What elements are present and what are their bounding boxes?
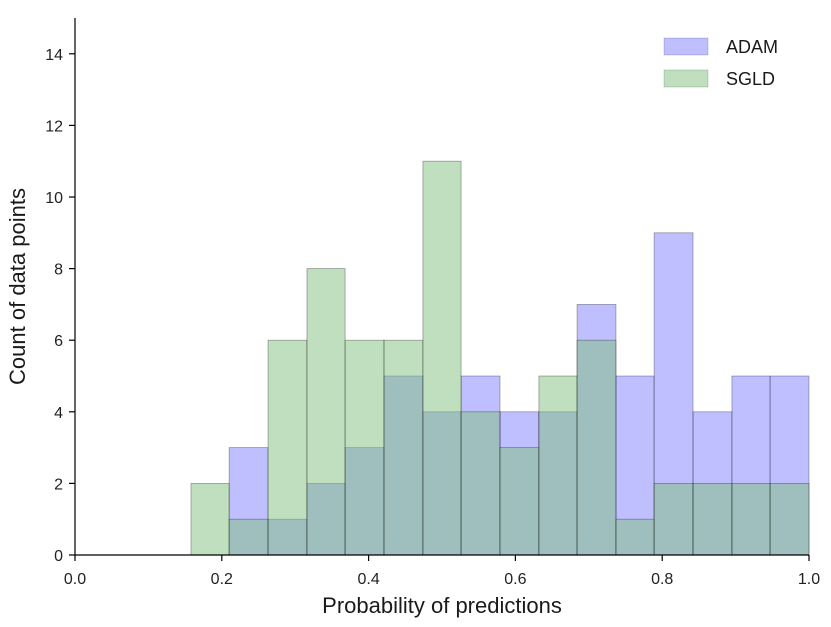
y-tick-label: 8 bbox=[54, 262, 63, 279]
bar-sgld bbox=[383, 339, 424, 556]
bar-sgld bbox=[769, 482, 810, 556]
y-tick-label: 14 bbox=[45, 47, 63, 64]
bar-sgld bbox=[653, 482, 694, 556]
y-axis-label: Count of data points bbox=[5, 188, 30, 385]
bar-sgld bbox=[267, 339, 308, 556]
y-tick-label: 2 bbox=[54, 476, 63, 493]
legend-swatch-adam bbox=[663, 37, 709, 56]
x-axis-label: Probability of predictions bbox=[322, 593, 562, 618]
y-tick-label: 6 bbox=[54, 333, 63, 350]
legend-label-adam: ADAM bbox=[726, 37, 778, 57]
bar-sgld bbox=[615, 518, 655, 556]
y-tick-label: 10 bbox=[45, 190, 63, 207]
bar-sgld bbox=[731, 482, 771, 556]
y-tick-label: 4 bbox=[54, 405, 63, 422]
x-tick-label: 0.6 bbox=[504, 571, 526, 588]
y-ticks: 0 2 4 6 8 10 12 14 bbox=[45, 47, 75, 565]
bar-sgld bbox=[190, 482, 230, 556]
bar-sgld bbox=[538, 375, 578, 556]
bar-sgld bbox=[306, 268, 346, 556]
x-tick-label: 0.0 bbox=[64, 571, 86, 588]
bar-sgld bbox=[499, 447, 540, 556]
bar-sgld bbox=[692, 482, 733, 556]
bar-sgld bbox=[576, 339, 617, 556]
bar-sgld bbox=[228, 518, 269, 556]
x-tick-label: 0.4 bbox=[357, 571, 379, 588]
bar-sgld bbox=[422, 160, 462, 556]
bar-sgld bbox=[344, 339, 385, 556]
x-tick-label: 0.8 bbox=[651, 571, 673, 588]
x-tick-label: 1.0 bbox=[798, 571, 820, 588]
series-sgld-bars bbox=[190, 160, 810, 556]
y-tick-label: 0 bbox=[54, 548, 63, 565]
y-tick-label: 12 bbox=[45, 118, 63, 135]
legend-swatch-sgld bbox=[663, 69, 709, 88]
x-ticks: 0.0 0.2 0.4 0.6 0.8 1.0 bbox=[64, 555, 820, 588]
x-tick-label: 0.2 bbox=[211, 571, 233, 588]
legend: ADAM SGLD bbox=[663, 37, 778, 89]
legend-label-sgld: SGLD bbox=[726, 69, 775, 89]
bars-layer bbox=[190, 160, 810, 556]
bar-sgld bbox=[460, 411, 501, 556]
